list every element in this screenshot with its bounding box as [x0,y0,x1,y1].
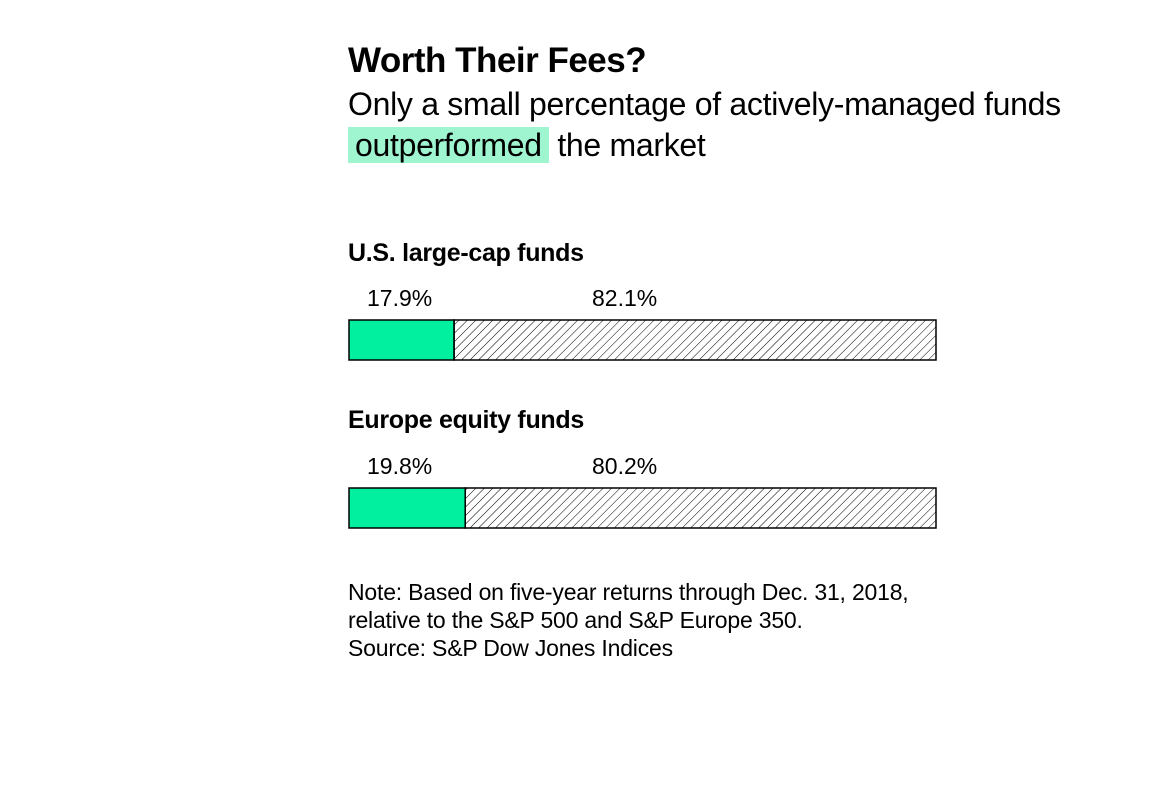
label-underperformed: 80.2% [592,453,657,479]
bar-outperformed [348,487,466,529]
label-outperformed: 17.9% [367,285,432,311]
subtitle-highlight: outperformed [348,127,549,163]
bar-underperformed [464,487,937,529]
chart-europe-equity: 19.8% 80.2% [348,453,937,529]
bar-outperformed [348,319,455,361]
chart-title: Worth Their Fees? [348,41,647,80]
note-text: Note: Based on five-year returns through… [348,579,909,633]
chart-subtitle: Only a small percentage of actively-mana… [348,84,1061,166]
bar-underperformed [453,319,937,361]
subtitle-text: Only a small percentage of actively-mana… [348,86,1061,122]
chart-us-large-cap: 17.9% 82.1% [348,285,937,361]
source-text: Source: S&P Dow Jones Indices [348,635,673,661]
section-title-europe: Europe equity funds [348,406,584,434]
label-outperformed: 19.8% [367,453,432,479]
label-underperformed: 82.1% [592,285,657,311]
chart-footnote: Note: Based on five-year returns through… [348,578,948,662]
subtitle-text-end: the market [557,127,706,163]
section-title-us: U.S. large-cap funds [348,239,584,267]
